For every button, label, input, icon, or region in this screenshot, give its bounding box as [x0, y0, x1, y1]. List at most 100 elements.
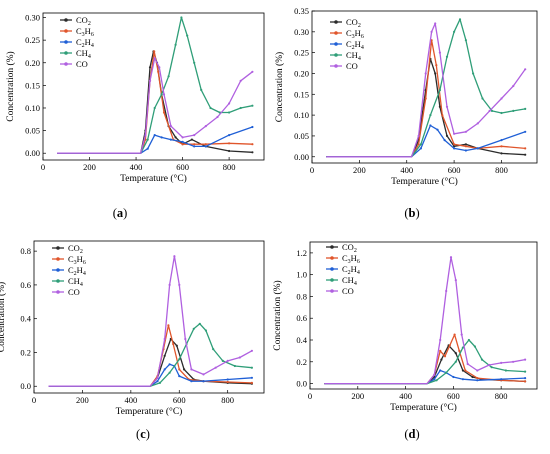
data-point-c3h6 [228, 142, 231, 145]
data-point-co2 [434, 72, 437, 75]
data-point-ch4 [429, 114, 432, 117]
legend-marker-c3h6 [330, 256, 334, 260]
data-point-c3h6 [464, 369, 467, 372]
data-point-co [476, 369, 479, 372]
x-tick-label: 600 [173, 395, 186, 405]
data-point-ch4 [209, 106, 212, 110]
data-point-co [460, 333, 463, 336]
data-point-c2h4 [476, 379, 479, 382]
data-point-c3h6 [464, 145, 467, 148]
series-line-co [48, 255, 253, 387]
y-axis-title: Concentration (%) [0, 282, 7, 352]
data-point-c2h4 [524, 130, 527, 133]
chart-panel-a: 0 200 400 600 800 0.00 0.05 0.10 0.15 0.20 0.25 0.3… [5, 12, 265, 220]
x-tick-label: 800 [223, 162, 236, 172]
y-tick-label: 0.30 [294, 27, 309, 37]
x-tick-label: 0 [308, 391, 312, 401]
data-point-ch4 [146, 138, 149, 141]
series-co [57, 57, 254, 154]
data-point-co [144, 134, 147, 137]
legend-label-co: CO [68, 287, 80, 297]
y-axis-title: Concentration (%) [5, 51, 16, 121]
legend-label-ch4: CH4 [68, 276, 83, 288]
data-point-co2 [500, 152, 503, 155]
data-point-c2h4 [500, 378, 503, 381]
data-point-c2h4 [190, 380, 193, 383]
data-point-c2h4 [433, 378, 436, 381]
plot-frame [42, 12, 265, 161]
legend-marker-ch4 [64, 51, 68, 55]
data-point-ch4 [153, 106, 156, 110]
legend-marker-ch4 [56, 279, 60, 283]
y-tick-label: 0.05 [294, 131, 309, 141]
data-point-co [417, 134, 420, 137]
data-point-c3h6 [524, 147, 527, 150]
data-point-c2h4 [168, 363, 171, 366]
data-point-co [216, 115, 219, 119]
series-c2h4 [324, 369, 527, 385]
data-point-ch4 [512, 109, 515, 112]
legend-label-c2h4: C2H4 [346, 39, 364, 51]
data-point-co2 [464, 143, 467, 146]
data-point-co [228, 102, 231, 105]
data-point-co2 [175, 344, 178, 347]
x-tick-label: 400 [130, 162, 143, 172]
data-point-c2h4 [228, 134, 231, 137]
legend-label-co: CO [346, 61, 358, 71]
data-point-c3h6 [458, 349, 461, 352]
series-ch4 [48, 322, 253, 387]
series-line-c2h4 [324, 369, 526, 385]
data-point-c2h4 [524, 377, 527, 380]
x-tick-label: 0 [41, 162, 45, 172]
series-line-ch4 [324, 339, 526, 385]
data-point-c2h4 [443, 139, 446, 142]
data-point-co2 [471, 375, 474, 379]
data-point-c3h6 [226, 380, 229, 384]
data-point-ch4 [204, 329, 207, 332]
y-tick-label: 0.00 [294, 152, 309, 162]
x-tick-label: 400 [124, 395, 137, 405]
series-co [326, 22, 527, 158]
data-point-ch4 [524, 370, 527, 373]
series-c2h4 [326, 124, 527, 158]
y-tick-label: 0.35 [294, 6, 309, 16]
data-point-co [453, 132, 456, 135]
data-point-c2h4 [178, 375, 181, 378]
data-point-co [424, 72, 427, 75]
data-point-ch4 [239, 106, 242, 110]
data-point-ch4 [180, 16, 183, 19]
data-point-co [173, 255, 176, 258]
data-point-ch4 [168, 371, 171, 374]
data-point-co [190, 368, 193, 371]
series-co2 [48, 337, 253, 387]
data-point-ch4 [524, 107, 527, 110]
legend-marker-co2 [56, 246, 60, 250]
data-point-c2h4 [476, 147, 479, 150]
legend-marker-c3h6 [64, 29, 68, 33]
legend-marker-ch4 [330, 278, 334, 282]
legend-label-c3h6: C3H6 [76, 26, 94, 38]
y-tick-label: 0.00 [25, 148, 40, 158]
data-point-co [488, 363, 491, 367]
data-point-co [250, 349, 253, 352]
y-axis-title: Concentration (%) [272, 280, 283, 350]
x-tick-label: 600 [447, 391, 460, 401]
y-axis-title: Concentration (%) [274, 52, 285, 122]
data-point-co [445, 289, 448, 293]
data-point-co [439, 338, 442, 342]
y-tick-label: 0.10 [25, 103, 40, 113]
data-point-c2h4 [160, 136, 163, 139]
series-line-c3h6 [324, 333, 526, 385]
data-point-c2h4 [204, 145, 207, 148]
y-tick-label: 0.0 [20, 381, 31, 391]
data-point-ch4 [461, 346, 464, 349]
data-point-co [184, 337, 187, 341]
data-point-co [524, 68, 527, 71]
series-c3h6 [48, 324, 253, 387]
y-tick-label: 0.6 [20, 280, 31, 290]
legend-label-co: CO [76, 59, 88, 69]
data-point-co [466, 362, 469, 366]
data-point-c2h4 [169, 138, 172, 141]
data-point-c2h4 [452, 375, 455, 379]
